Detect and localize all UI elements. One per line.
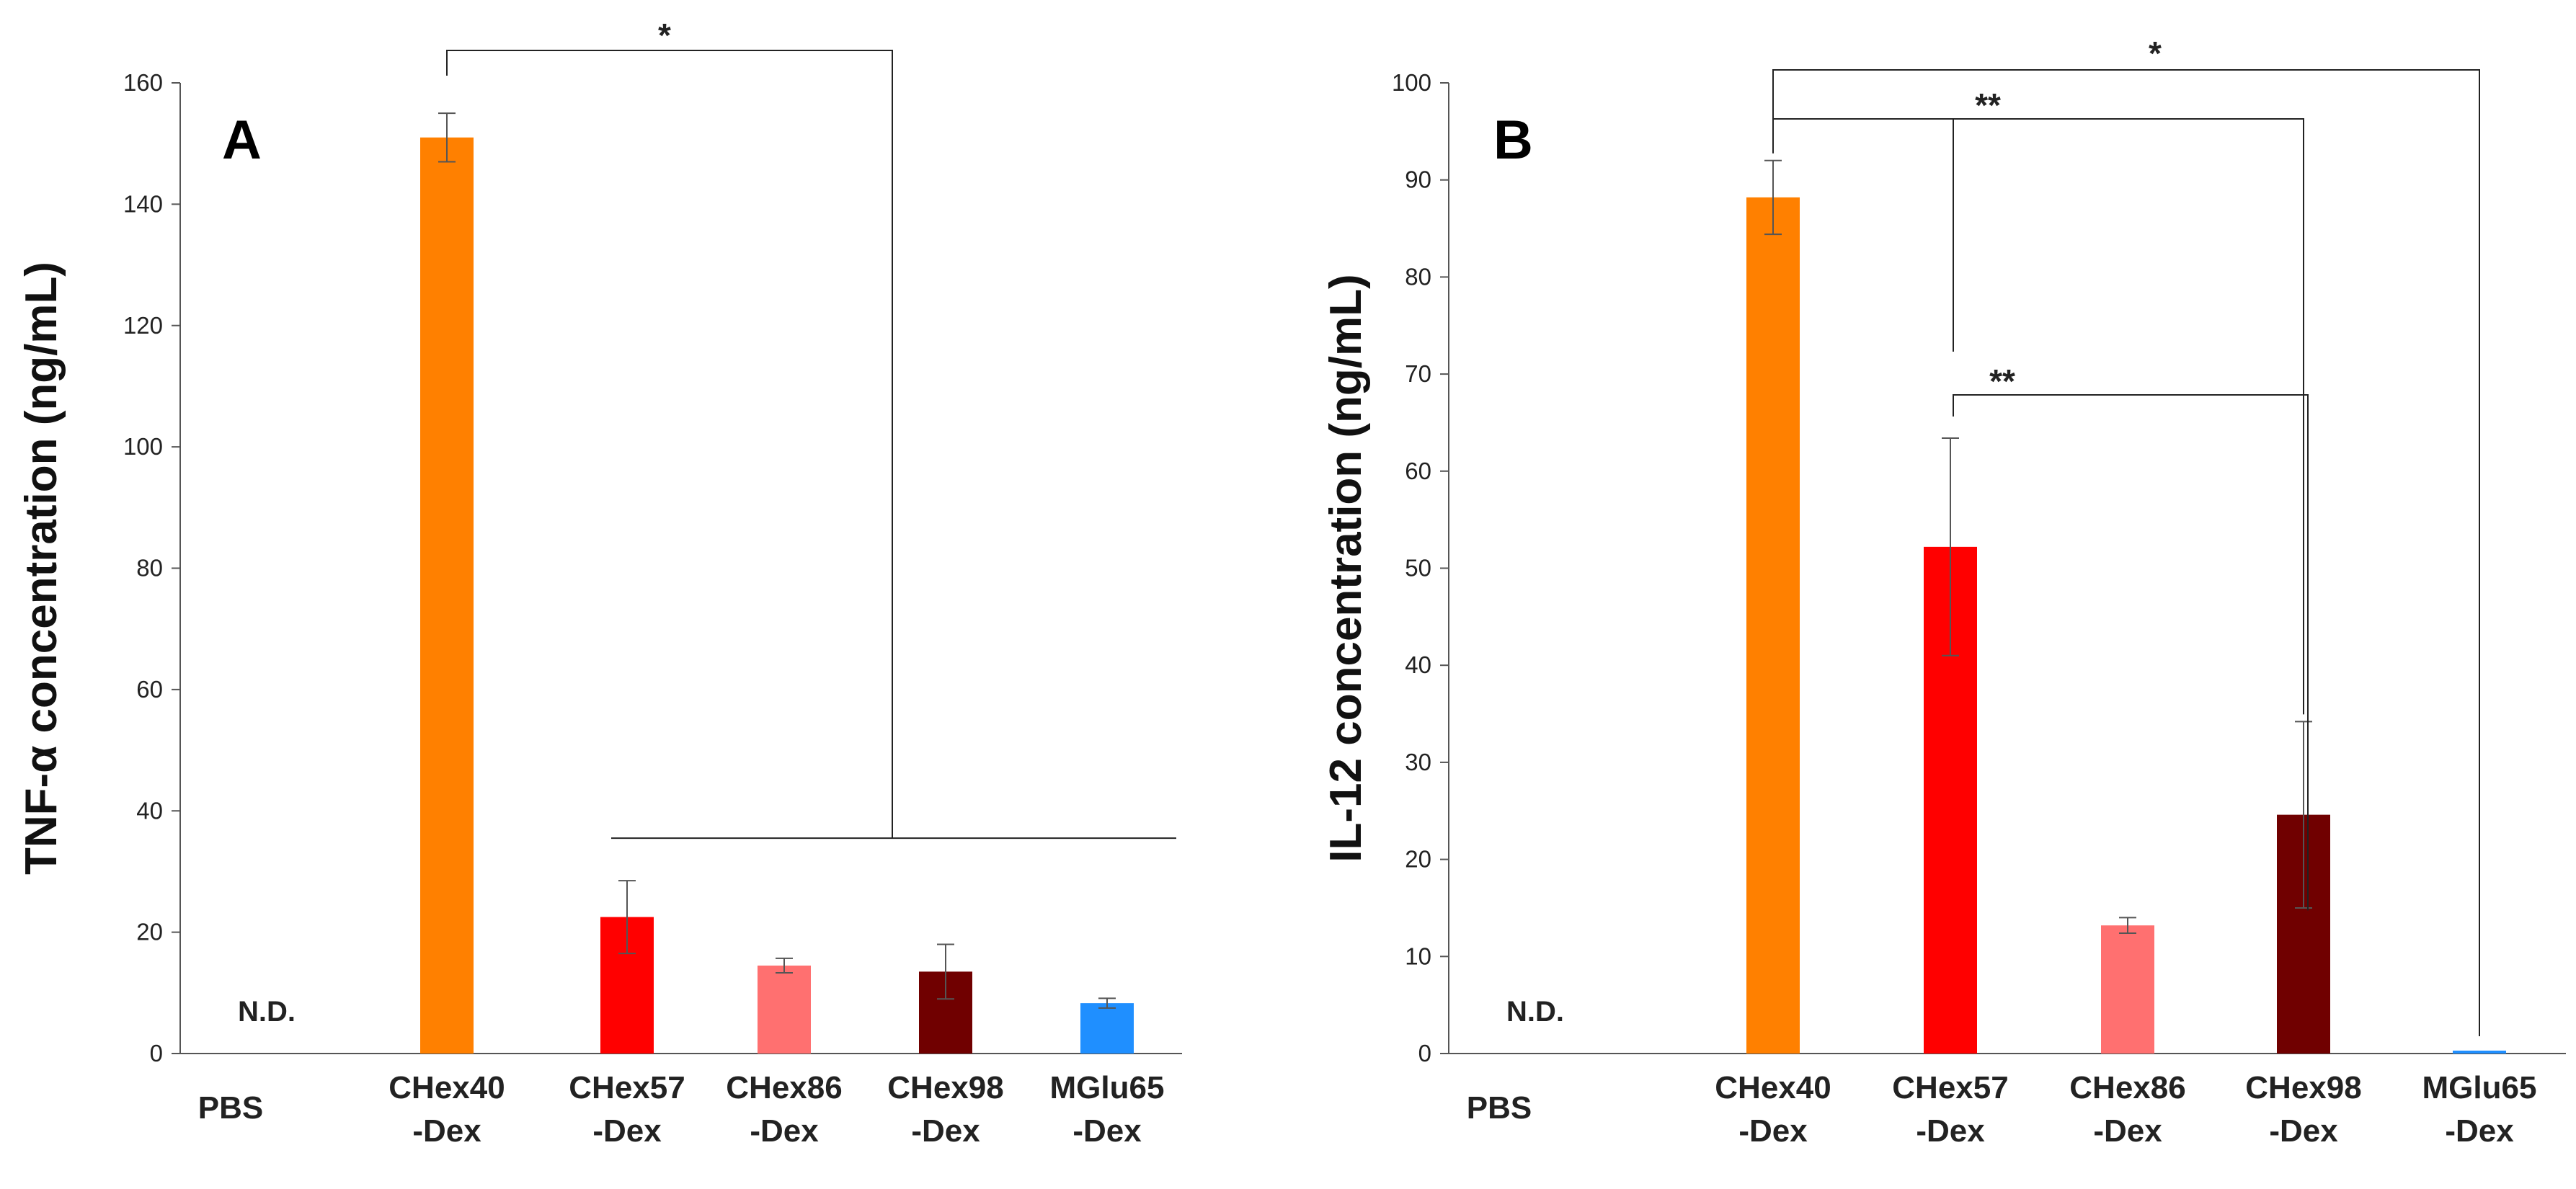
x-tick-label: PBS bbox=[1467, 1090, 1532, 1126]
y-tick-label: 0 bbox=[1418, 1040, 1431, 1066]
x-tick-label-line2: -Dex bbox=[412, 1113, 481, 1149]
y-axis-title: IL-12 concentration (ng/mL) bbox=[1321, 274, 1371, 862]
x-tick-label: CHex40 bbox=[1715, 1070, 1831, 1105]
x-tick-label: CHex98 bbox=[2245, 1070, 2361, 1105]
x-tick-label-line2: -Dex bbox=[911, 1113, 980, 1149]
x-tick-label-line2: -Dex bbox=[1738, 1113, 1808, 1149]
panel-a-chart: 0 20 40 60 80 100 120 140 160 TNF-α concentration… bbox=[17, 17, 1182, 1149]
x-tick-label-line2: -Dex bbox=[592, 1113, 662, 1149]
x-tick-label-line2: -Dex bbox=[2445, 1113, 2514, 1149]
y-tick-label: 70 bbox=[1405, 360, 1431, 387]
y-tick-label: 10 bbox=[1405, 943, 1431, 969]
x-tick-label: MGlu65 bbox=[1050, 1070, 1165, 1105]
x-tick-label: CHex86 bbox=[726, 1070, 842, 1105]
significance-bracket-inner bbox=[1953, 394, 2309, 911]
y-tick-label: 60 bbox=[1405, 458, 1431, 484]
y-tick-label: 60 bbox=[136, 676, 163, 703]
y-tick-label: 100 bbox=[123, 433, 163, 460]
x-tick-label: MGlu65 bbox=[2422, 1070, 2537, 1105]
significance-mark: * bbox=[2149, 35, 2162, 72]
x-tick-label-line2: -Dex bbox=[1916, 1113, 1985, 1149]
y-tick-label: 50 bbox=[1405, 555, 1431, 582]
panel-label: A bbox=[222, 110, 262, 171]
x-tick-label-line2: -Dex bbox=[750, 1113, 819, 1149]
x-tick-label-line2: -Dex bbox=[2269, 1113, 2338, 1149]
x-tick-label: CHex86 bbox=[2069, 1070, 2185, 1105]
panel-label: B bbox=[1493, 110, 1533, 171]
x-tick-label: CHex40 bbox=[388, 1070, 505, 1105]
y-tick-label: 160 bbox=[123, 69, 163, 96]
y-tick-label: 20 bbox=[136, 919, 163, 945]
x-tick-label: PBS bbox=[198, 1090, 263, 1126]
y-tick-label: 90 bbox=[1405, 166, 1431, 193]
bar-chex40 bbox=[420, 137, 474, 1054]
y-tick-label: 80 bbox=[136, 555, 163, 582]
significance-mark: * bbox=[658, 17, 671, 54]
y-tick-label: 0 bbox=[150, 1040, 163, 1066]
y-tick-label: 100 bbox=[1392, 69, 1431, 96]
bar-chex86 bbox=[758, 965, 811, 1054]
y-tick-label: 40 bbox=[1405, 651, 1431, 678]
nd-annotation: N.D. bbox=[238, 996, 296, 1028]
y-tick-label: 80 bbox=[1405, 263, 1431, 290]
bar-mglu65 bbox=[1080, 1003, 1134, 1054]
x-tick-label: CHex98 bbox=[887, 1070, 1003, 1105]
y-axis-title: TNF-α concentration (ng/mL) bbox=[17, 262, 66, 875]
significance-mark: ** bbox=[1989, 362, 2015, 400]
y-tick-label: 30 bbox=[1405, 749, 1431, 775]
significance-bracket-middle bbox=[1772, 118, 2304, 715]
panel-b-chart: 0 10 20 30 40 50 60 70 80 90 100 IL-12 concentratio… bbox=[1321, 35, 2566, 1149]
bar-chex40 bbox=[1746, 197, 1800, 1054]
nd-annotation: N.D. bbox=[1506, 996, 1564, 1028]
x-tick-label: CHex57 bbox=[569, 1070, 685, 1105]
y-tick-label: 140 bbox=[123, 190, 163, 217]
y-tick-label: 120 bbox=[123, 312, 163, 339]
significance-bracket-outer bbox=[1772, 69, 2480, 1036]
bar-chex86 bbox=[2101, 925, 2154, 1054]
x-tick-label-line2: -Dex bbox=[1072, 1113, 1142, 1149]
significance-mark: ** bbox=[1975, 86, 2001, 124]
significance-bracket bbox=[446, 50, 893, 839]
x-tick-label-line2: -Dex bbox=[2093, 1113, 2162, 1149]
x-tick-label: CHex57 bbox=[1892, 1070, 2008, 1105]
y-tick-label: 40 bbox=[136, 797, 163, 824]
bar-mglu65 bbox=[2453, 1050, 2506, 1054]
y-tick-label: 20 bbox=[1405, 846, 1431, 873]
